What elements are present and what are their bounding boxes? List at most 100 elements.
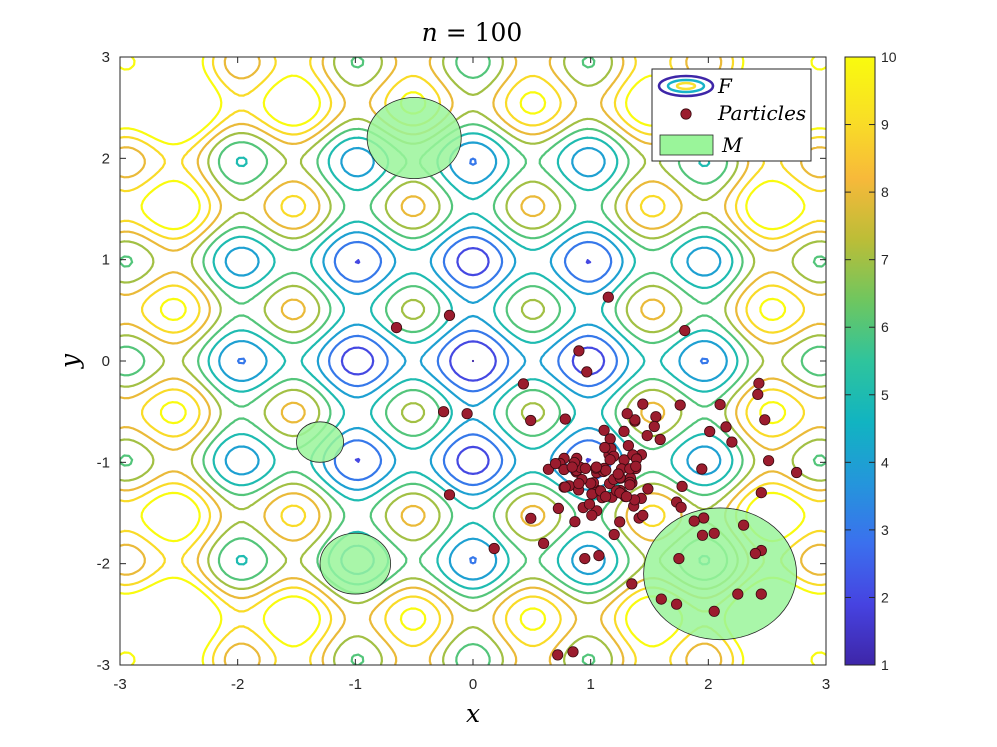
particle bbox=[559, 413, 571, 425]
particle bbox=[714, 398, 726, 411]
colorbar-tick-label: 8 bbox=[881, 184, 889, 200]
legend-particle-marker bbox=[680, 108, 692, 120]
y-tick-label: 0 bbox=[102, 353, 110, 370]
y-tick-label: 1 bbox=[102, 252, 110, 269]
legend: F Particles M bbox=[651, 68, 812, 162]
particle bbox=[573, 477, 585, 490]
x-tick-label: -3 bbox=[113, 676, 126, 693]
x-tick-label: 3 bbox=[822, 676, 830, 693]
particle bbox=[629, 414, 641, 426]
particle bbox=[604, 454, 616, 466]
region-4 bbox=[643, 507, 797, 641]
particle bbox=[670, 598, 683, 610]
x-axis-label: x bbox=[466, 699, 480, 728]
x-tick-label: -1 bbox=[349, 676, 362, 693]
region-circles bbox=[296, 97, 797, 641]
particle bbox=[600, 464, 612, 476]
particle bbox=[698, 512, 710, 524]
colorbar-tick-label: 5 bbox=[881, 387, 889, 403]
colorbar-tick-label: 3 bbox=[881, 522, 889, 538]
particle bbox=[737, 519, 750, 531]
particle bbox=[437, 406, 450, 418]
x-tick-label: 2 bbox=[704, 676, 712, 693]
particle bbox=[569, 516, 581, 528]
particle bbox=[581, 366, 593, 378]
particle bbox=[720, 421, 732, 433]
particle bbox=[674, 399, 686, 411]
y-axis-label: y bbox=[55, 353, 84, 369]
colorbar: 1 2 3 4 5 6 7 8 9 10 bbox=[844, 49, 897, 673]
colorbar-tick-label: 1 bbox=[881, 657, 889, 673]
particle bbox=[549, 457, 562, 470]
particle bbox=[602, 291, 614, 303]
x-tick-label: 0 bbox=[469, 676, 477, 693]
y-tick-label: -1 bbox=[97, 454, 110, 471]
particle bbox=[732, 588, 744, 600]
particle bbox=[525, 414, 537, 427]
particle bbox=[579, 552, 591, 565]
legend-particles-label: Particles bbox=[717, 101, 806, 125]
particle bbox=[708, 527, 720, 539]
particle bbox=[488, 542, 500, 555]
region-2 bbox=[296, 421, 344, 463]
particle-markers bbox=[390, 291, 803, 661]
y-tick-label: 2 bbox=[102, 150, 110, 167]
particle bbox=[753, 377, 765, 389]
particle bbox=[621, 408, 633, 420]
particle bbox=[762, 455, 775, 467]
particle bbox=[755, 588, 767, 600]
particle bbox=[679, 324, 691, 337]
particle bbox=[673, 552, 685, 565]
colorbar-ticks: 1 2 3 4 5 6 7 8 9 10 bbox=[845, 49, 897, 673]
particle bbox=[752, 388, 764, 400]
particle bbox=[654, 433, 666, 446]
particle bbox=[696, 529, 709, 541]
particle bbox=[390, 321, 403, 334]
particle bbox=[641, 429, 653, 442]
particle bbox=[599, 441, 611, 454]
particle bbox=[608, 528, 620, 541]
particle bbox=[622, 439, 635, 452]
particle bbox=[443, 309, 456, 321]
particle bbox=[525, 512, 537, 524]
particle bbox=[624, 479, 636, 491]
particle bbox=[593, 549, 605, 562]
y-tick-label: 3 bbox=[102, 49, 110, 66]
particle bbox=[650, 411, 662, 423]
particle bbox=[552, 649, 564, 661]
particle bbox=[637, 509, 649, 522]
title-equation: = 100 bbox=[438, 18, 523, 47]
legend-region-patch bbox=[659, 134, 714, 156]
particle bbox=[552, 502, 565, 514]
particle bbox=[559, 481, 571, 493]
particle bbox=[755, 487, 767, 499]
chart-title: n = 100 bbox=[422, 18, 523, 47]
particle bbox=[566, 461, 578, 473]
particle bbox=[726, 436, 738, 448]
particle bbox=[642, 483, 654, 495]
particle bbox=[655, 593, 667, 605]
contour-level-5 bbox=[207, 132, 739, 590]
particle bbox=[676, 480, 688, 492]
particle bbox=[443, 489, 456, 501]
axis-ticks: -3 -2 -1 0 1 2 3 -3 -2 -1 0 1 2 3 bbox=[97, 49, 831, 693]
x-tick-label: 1 bbox=[586, 676, 594, 693]
particle bbox=[573, 345, 585, 357]
particle bbox=[612, 468, 624, 480]
particle bbox=[696, 463, 708, 475]
particle bbox=[626, 578, 638, 590]
particle bbox=[675, 501, 687, 513]
legend-contour-icon bbox=[657, 74, 715, 98]
particle bbox=[637, 398, 649, 410]
region-3 bbox=[319, 532, 392, 595]
particle bbox=[599, 490, 612, 503]
colorbar-tick-label: 7 bbox=[881, 252, 889, 268]
particle bbox=[704, 425, 716, 438]
particle bbox=[590, 461, 603, 473]
region-1 bbox=[366, 97, 462, 179]
particle bbox=[688, 515, 700, 527]
colorbar-tick-label: 10 bbox=[881, 49, 897, 65]
particle bbox=[759, 414, 771, 426]
x-tick-label: -2 bbox=[231, 676, 244, 693]
